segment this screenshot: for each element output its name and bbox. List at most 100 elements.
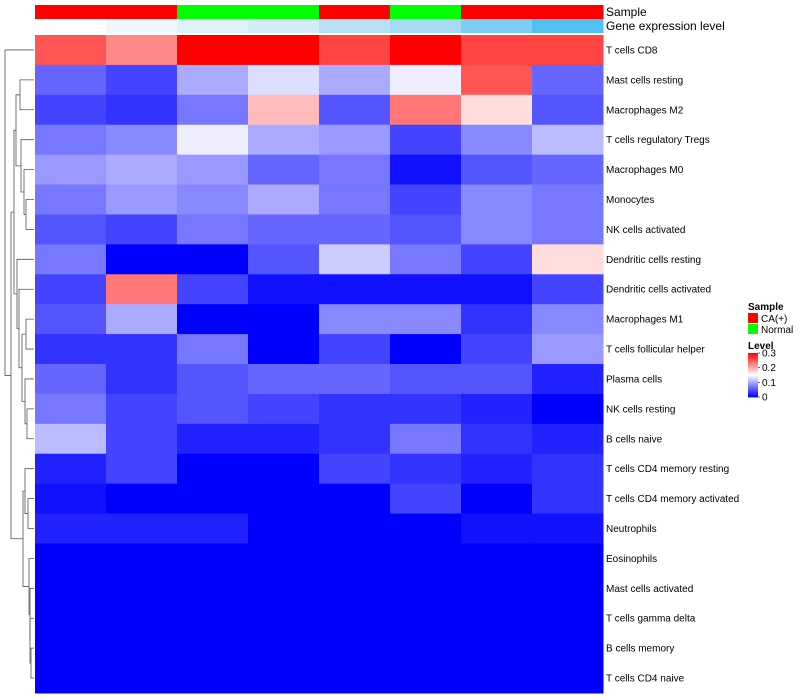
heatmap-cell bbox=[35, 483, 107, 515]
row-label: B cells naive bbox=[606, 434, 663, 445]
heatmap-cell bbox=[319, 364, 391, 395]
row-label: T cells CD4 naive bbox=[606, 674, 685, 685]
heatmap-cell bbox=[177, 603, 249, 634]
heatmap-cell bbox=[106, 483, 178, 515]
legend-level-title: Level bbox=[748, 341, 774, 352]
heatmap-cell bbox=[532, 274, 604, 305]
row-labels: T cells CD8 Mast cells resting Macrophages… bbox=[606, 45, 739, 684]
heatmap-cell bbox=[248, 274, 320, 305]
annotation-cell bbox=[177, 5, 249, 19]
row-label: NK cells activated bbox=[606, 225, 685, 236]
legend-gradient-step bbox=[748, 372, 758, 374]
heatmap-cell bbox=[106, 543, 178, 574]
legend-gradient-step bbox=[748, 388, 758, 390]
annotation-cell bbox=[532, 19, 604, 33]
heatmap-cell bbox=[390, 603, 462, 634]
heatmap-cell bbox=[390, 393, 462, 425]
heatmap-cell bbox=[319, 603, 391, 634]
heatmap-cell bbox=[461, 543, 533, 574]
row-label: Mast cells resting bbox=[606, 75, 683, 86]
legend-gradient-step bbox=[748, 386, 758, 388]
annotation-cell bbox=[390, 19, 462, 33]
heatmap-cell bbox=[532, 543, 604, 574]
legend-gradient-step bbox=[748, 369, 758, 371]
legend-gradient-step bbox=[748, 356, 758, 358]
heatmap-cell bbox=[177, 214, 249, 245]
legend-gradient-step bbox=[748, 370, 758, 372]
legend-gradient-step bbox=[748, 360, 758, 362]
dendrogram-branch bbox=[18, 288, 34, 369]
annotation-cell bbox=[461, 5, 533, 19]
legend-tick-label: 0.2 bbox=[762, 363, 776, 374]
row-label: T cells follicular helper bbox=[606, 345, 705, 356]
heatmap-cell bbox=[319, 35, 391, 66]
annotation-cell bbox=[461, 19, 533, 33]
dendrogram-branch bbox=[19, 79, 34, 111]
row-label: Dendritic cells activated bbox=[606, 285, 711, 296]
legend-gradient-step bbox=[748, 381, 758, 383]
heatmap-cell bbox=[390, 184, 462, 215]
dendrogram-branch bbox=[13, 129, 17, 295]
heatmap-cell bbox=[319, 573, 391, 604]
heatmap-cell bbox=[390, 364, 462, 395]
legend-gradient-step bbox=[748, 365, 758, 367]
heatmap-cell bbox=[461, 423, 533, 455]
heatmap-cell bbox=[319, 274, 391, 305]
dendrogram-branch bbox=[26, 408, 34, 440]
heatmap-cell bbox=[35, 64, 107, 96]
legend-swatch bbox=[748, 313, 758, 323]
heatmap-cell bbox=[35, 184, 107, 215]
heatmap-cell bbox=[532, 364, 604, 395]
legend-gradient-step bbox=[748, 362, 758, 364]
heatmap-cell bbox=[461, 483, 533, 515]
heatmap-cell bbox=[248, 154, 320, 186]
row-label: Neutrophils bbox=[606, 524, 657, 535]
legend-gradient-step bbox=[748, 357, 758, 359]
row-label: Macrophages M0 bbox=[606, 165, 684, 176]
heatmap-cell bbox=[461, 244, 533, 275]
heatmap-cell bbox=[106, 214, 178, 245]
legend-gradient-step bbox=[748, 393, 758, 395]
heatmap-cell bbox=[461, 603, 533, 634]
heatmap-cell bbox=[461, 124, 533, 156]
row-label: Mast cells activated bbox=[606, 584, 693, 595]
heatmap-cell bbox=[106, 64, 178, 96]
legend-gradient-step bbox=[748, 391, 758, 393]
heatmap-cell bbox=[532, 453, 604, 485]
heatmap-cells bbox=[35, 35, 604, 694]
heatmap-cell bbox=[461, 154, 533, 186]
legend-gradient-step bbox=[748, 376, 758, 378]
annotation-cell bbox=[532, 5, 604, 19]
heatmap-cell bbox=[248, 334, 320, 365]
heatmap-cell bbox=[177, 663, 249, 694]
heatmap-cell bbox=[390, 334, 462, 365]
heatmap-cell bbox=[177, 244, 249, 275]
heatmap-cell bbox=[248, 573, 320, 604]
heatmap-cell bbox=[532, 35, 604, 66]
legend-gradient-step bbox=[748, 382, 758, 384]
heatmap-cell bbox=[35, 274, 107, 305]
heatmap-cell bbox=[106, 184, 178, 215]
heatmap-cell bbox=[35, 633, 107, 664]
heatmap-cell bbox=[319, 483, 391, 515]
heatmap-cell bbox=[319, 304, 391, 335]
heatmap-cell bbox=[319, 214, 391, 245]
annotation-cell bbox=[248, 19, 320, 33]
heatmap-cell bbox=[532, 663, 604, 694]
heatmap-cell bbox=[35, 364, 107, 395]
heatmap-cell bbox=[35, 603, 107, 634]
heatmap-cell bbox=[106, 453, 178, 485]
heatmap-cell bbox=[461, 64, 533, 96]
heatmap-cell bbox=[35, 214, 107, 245]
heatmap-cell bbox=[532, 214, 604, 245]
legend-gradient-step bbox=[748, 368, 758, 370]
heatmap-cell bbox=[461, 663, 533, 694]
dendrogram-branch bbox=[23, 169, 34, 215]
dendrogram-branch bbox=[4, 49, 34, 376]
heatmap-cell bbox=[177, 334, 249, 365]
heatmap-cell bbox=[390, 94, 462, 126]
heatmap-cell bbox=[319, 633, 391, 664]
heatmap-cell bbox=[390, 154, 462, 186]
heatmap-cell bbox=[532, 184, 604, 215]
